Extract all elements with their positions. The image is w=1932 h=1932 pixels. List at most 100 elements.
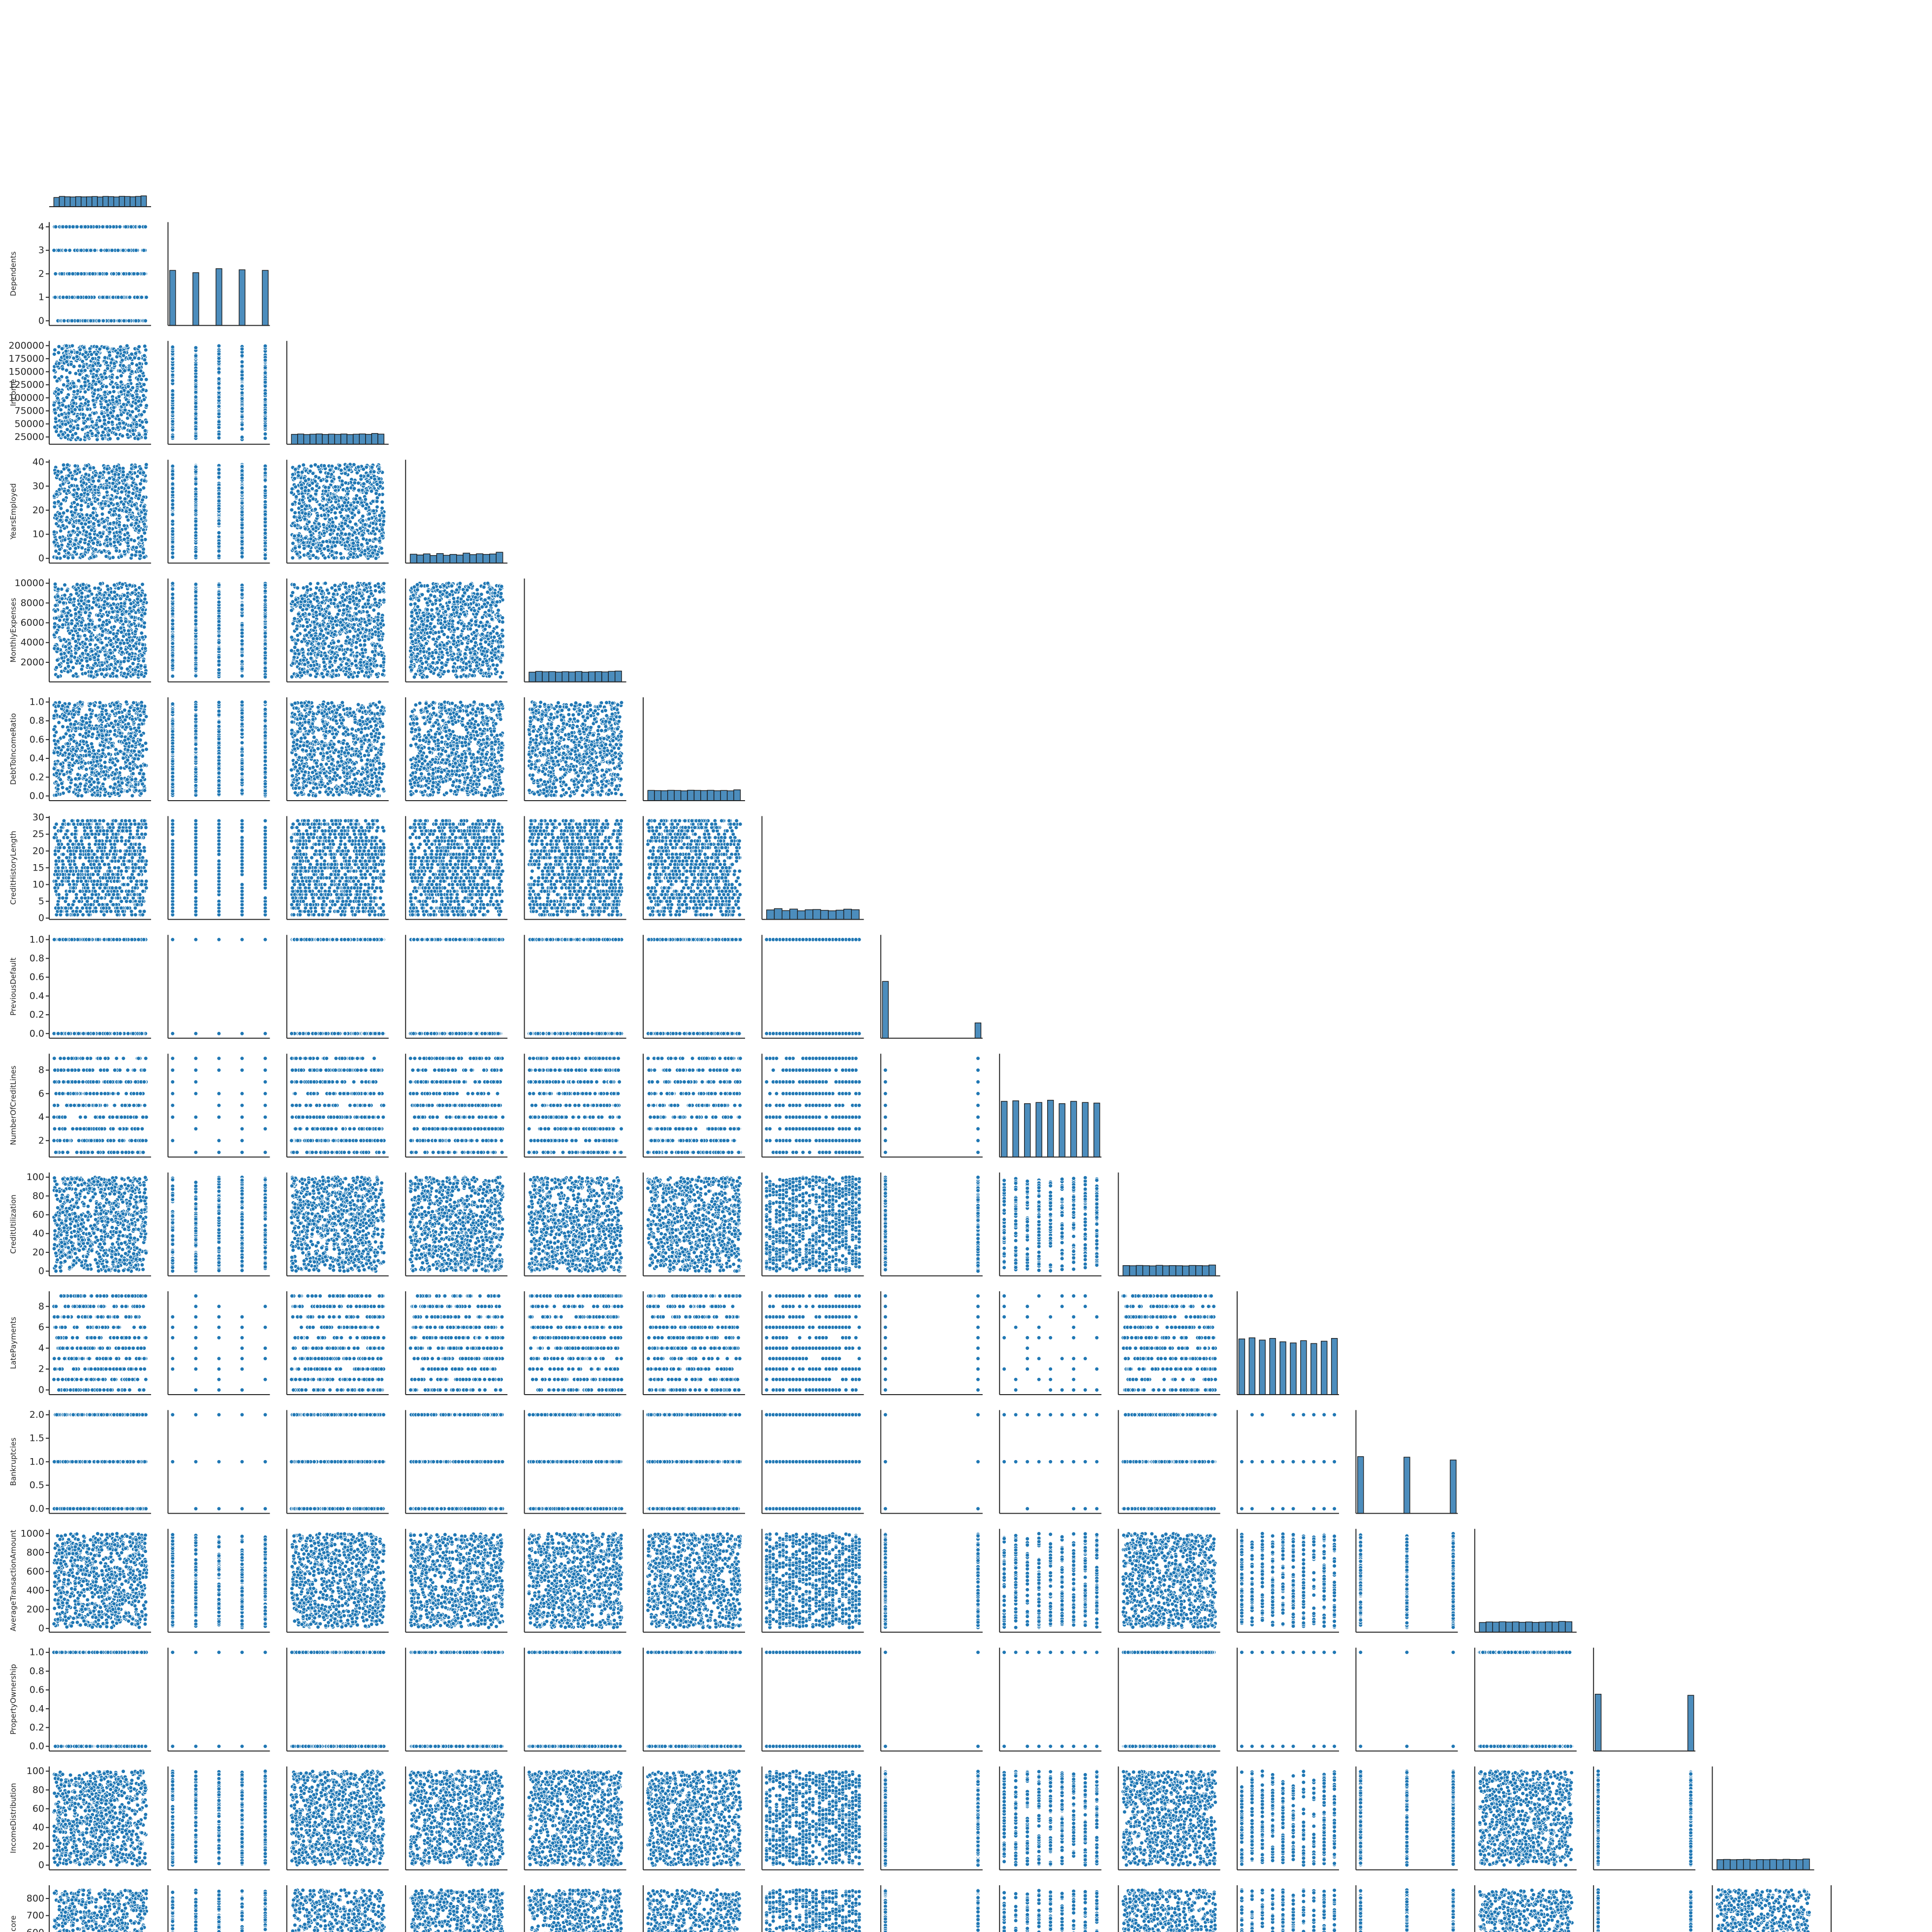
hist-bar xyxy=(239,270,245,325)
scatter-point xyxy=(116,436,120,440)
scatter-point xyxy=(85,249,89,252)
scatter-point xyxy=(76,272,80,276)
scatter-point xyxy=(71,225,75,229)
hist-bar xyxy=(103,196,108,207)
scatter-point xyxy=(105,272,109,276)
hist-bar xyxy=(125,196,130,207)
scatter-point xyxy=(135,295,139,299)
scatter-point xyxy=(105,295,109,299)
scatter-point xyxy=(128,295,132,299)
scatter-point xyxy=(89,319,93,323)
hist-bar xyxy=(81,197,87,207)
scatter-point xyxy=(144,319,148,323)
scatter-point xyxy=(89,249,93,252)
scatter-point xyxy=(60,272,64,276)
y-tick-label: 2 xyxy=(38,268,44,279)
hist-bar xyxy=(60,196,65,207)
hist-bar xyxy=(216,269,222,326)
scatter-point xyxy=(105,225,109,229)
histogram-Dependents xyxy=(168,222,270,325)
scatter-point xyxy=(53,295,57,299)
scatter-point xyxy=(64,225,68,229)
hist-bar xyxy=(108,197,114,207)
scatter-point xyxy=(134,249,138,252)
histogram-Age xyxy=(49,196,151,207)
scatter-point xyxy=(95,225,99,229)
scatter-point xyxy=(142,272,146,276)
scatter-point xyxy=(129,225,133,229)
scatter-point xyxy=(144,295,148,299)
hist-bar xyxy=(262,270,268,325)
scatter-point xyxy=(71,272,75,276)
scatter-point xyxy=(79,249,83,252)
scatter-point xyxy=(99,249,103,252)
scatter-point xyxy=(65,295,69,299)
scatter-point xyxy=(84,295,88,299)
scatter-point xyxy=(70,319,74,323)
scatter-point xyxy=(132,272,136,276)
hist-bar xyxy=(70,197,76,207)
scatter-point xyxy=(110,249,114,252)
scatter-point xyxy=(97,319,101,323)
hist-bar xyxy=(114,197,119,207)
scatter-point xyxy=(52,249,56,252)
scatter-point xyxy=(101,319,105,323)
hist-bar xyxy=(119,196,125,207)
scatter-point xyxy=(105,249,109,252)
scatter-point xyxy=(54,272,58,276)
y-axis-label: Dependents xyxy=(9,251,18,296)
scatter-point xyxy=(112,272,116,276)
scatter-point xyxy=(144,225,148,229)
hist-bar xyxy=(76,197,81,207)
hist-bar xyxy=(193,273,199,325)
scatter-point xyxy=(136,272,140,276)
scatter-point xyxy=(91,272,95,276)
scatter-point xyxy=(122,272,126,276)
scatter-point xyxy=(121,249,125,252)
scatter-point xyxy=(101,295,105,299)
scatter-point xyxy=(53,348,57,352)
y-tick-label: 0 xyxy=(38,315,44,326)
scatter-Income-vs-Age: 2500050000750001000001250001500001750002… xyxy=(8,340,151,444)
hist-bar xyxy=(65,197,70,207)
hist-bar xyxy=(87,197,92,207)
scatter-point xyxy=(98,272,102,276)
scatter-point xyxy=(83,225,87,229)
scatter-point xyxy=(142,249,146,252)
scatter-Dependents-vs-Age: 0 1 2 3 4 Dependents xyxy=(9,221,151,326)
scatter-point xyxy=(76,319,80,323)
scatter-point xyxy=(120,295,124,299)
y-tick-label: 4 xyxy=(38,221,44,232)
scatter-point xyxy=(101,225,105,229)
scatter-point xyxy=(116,249,120,252)
scatter-point xyxy=(76,295,80,299)
scatter-point xyxy=(109,319,113,323)
scatter-point xyxy=(62,319,66,323)
scatter-point xyxy=(78,364,82,368)
hist-bar xyxy=(92,196,97,207)
scatter-point xyxy=(70,295,74,299)
hist-bar xyxy=(130,197,135,207)
scatter-point xyxy=(75,225,79,229)
scatter-point xyxy=(57,249,61,252)
scatter-point xyxy=(134,319,138,323)
scatter-point xyxy=(138,225,142,229)
hist-bar xyxy=(170,270,176,325)
hist-bar xyxy=(136,196,141,207)
scatter-point xyxy=(54,225,58,229)
hist-bar xyxy=(141,196,147,207)
scatter-point xyxy=(79,225,83,229)
y-tick-label: 3 xyxy=(38,245,44,256)
scatter-point xyxy=(83,319,87,323)
scatter-point xyxy=(140,295,144,299)
scatter-point xyxy=(63,249,67,252)
scatter-point xyxy=(127,319,131,323)
scatter-point xyxy=(93,249,97,252)
scatter-point xyxy=(117,272,121,276)
y-tick-label: 1 xyxy=(38,292,44,303)
scatter-point xyxy=(122,319,126,323)
hist-bar xyxy=(97,197,103,207)
scatter-point xyxy=(68,249,72,252)
scatter-point xyxy=(117,319,121,323)
